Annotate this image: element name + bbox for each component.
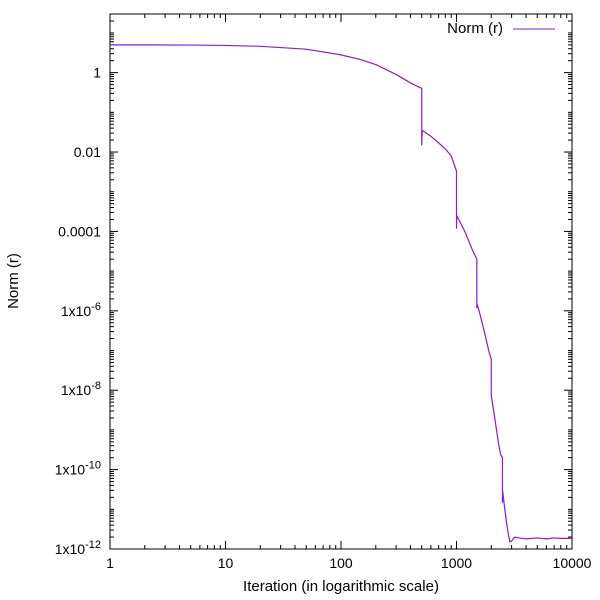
x-tick-label: 1000 <box>441 555 472 571</box>
x-axis-label: Iteration (in logarithmic scale) <box>243 578 439 595</box>
y-ticks: 1x10-12 1x10-10 1x10-8 1x10-6 0.0001 0.01 1 <box>55 13 572 557</box>
series-line-0 <box>110 44 572 543</box>
legend-label: Norm (r) <box>447 20 503 37</box>
y-tick-label: 0.0001 <box>58 223 101 239</box>
y-tick-label: 1x10-10 <box>55 460 101 478</box>
x-tick-label: 100 <box>329 555 353 571</box>
series-layer <box>110 44 572 543</box>
y-tick-label: 1 <box>93 65 101 81</box>
y-tick-label: 1x10-6 <box>61 301 101 319</box>
x-tick-label: 10000 <box>553 555 592 571</box>
legend: Norm (r) <box>447 20 555 37</box>
x-tick-label: 10 <box>218 555 234 571</box>
y-tick-label: 1x10-12 <box>55 539 101 557</box>
x-tick-label: 1 <box>106 555 114 571</box>
y-tick-label: 0.01 <box>74 144 101 160</box>
x-ticks: 1 10 100 1000 10000 <box>106 14 592 571</box>
y-tick-label: 1x10-8 <box>61 380 101 398</box>
y-axis-label: Norm (r) <box>5 253 22 309</box>
